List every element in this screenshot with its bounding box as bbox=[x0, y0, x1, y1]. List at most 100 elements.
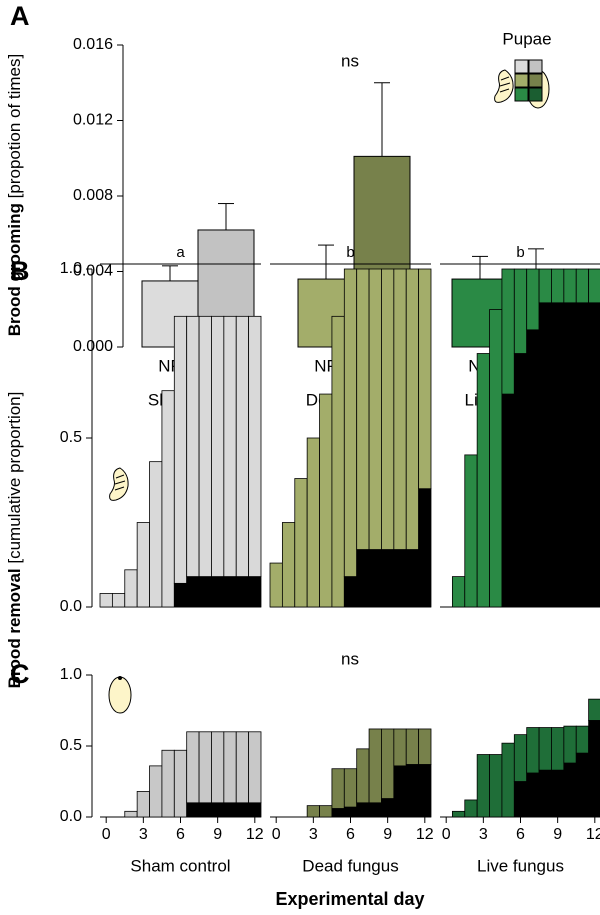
significance-letter: b bbox=[516, 244, 524, 261]
bar-segment bbox=[526, 268, 540, 331]
x-tick-label: 12 bbox=[416, 826, 434, 843]
bar-segment bbox=[281, 522, 296, 608]
bar-segment bbox=[451, 810, 466, 818]
bar-segment bbox=[211, 315, 225, 577]
bar-segment bbox=[248, 576, 262, 608]
bar-segment bbox=[235, 315, 250, 577]
y-tick-label: 0.000 bbox=[73, 338, 113, 355]
bar-segment bbox=[186, 731, 200, 804]
bar-segment bbox=[124, 810, 138, 818]
bar-segment bbox=[393, 765, 407, 818]
bar-segment bbox=[136, 522, 150, 608]
bar-segment bbox=[136, 791, 150, 818]
bar-segment bbox=[319, 805, 333, 818]
bar-segment bbox=[235, 802, 250, 818]
y-tick-label: 0.004 bbox=[73, 263, 113, 280]
bar-segment bbox=[526, 727, 540, 774]
bar-segment bbox=[393, 549, 407, 608]
bar-segment bbox=[294, 478, 308, 608]
bar-segment bbox=[501, 742, 515, 818]
bar-segment bbox=[173, 315, 188, 584]
bar-segment bbox=[588, 268, 600, 304]
significance-letter: a bbox=[176, 244, 185, 261]
group-label: Dead fungus bbox=[302, 856, 398, 875]
bar-segment bbox=[319, 393, 333, 608]
bar-segment bbox=[489, 754, 503, 818]
bar-segment bbox=[405, 268, 420, 550]
bar-segment bbox=[356, 748, 370, 804]
panel-letter: A bbox=[10, 1, 30, 31]
larva-icon bbox=[494, 69, 514, 103]
bar-segment bbox=[343, 576, 358, 608]
bar-segment bbox=[451, 576, 466, 608]
bar-segment bbox=[551, 268, 565, 304]
bar-segment bbox=[331, 315, 345, 608]
bar-segment bbox=[149, 765, 163, 818]
legend-swatch bbox=[514, 87, 529, 102]
bar-segment bbox=[248, 315, 262, 577]
bar-segment bbox=[124, 569, 138, 608]
bar-segment bbox=[149, 461, 163, 608]
bar-segment bbox=[538, 268, 552, 304]
y-axis-title-rest: [cumulative proportion] bbox=[5, 392, 24, 564]
bar-segment bbox=[538, 302, 552, 608]
y-tick-label: 1.0 bbox=[60, 666, 82, 683]
x-tick-label: 9 bbox=[553, 826, 562, 843]
bar-segment bbox=[405, 764, 420, 818]
bar-segment bbox=[331, 768, 345, 809]
bar-segment bbox=[501, 268, 515, 395]
legend-swatch bbox=[514, 59, 529, 74]
legend-swatch bbox=[528, 73, 543, 88]
bar-segment bbox=[198, 731, 212, 804]
bar-segment bbox=[356, 802, 370, 818]
y-tick-label: 0.008 bbox=[73, 187, 113, 204]
bar-segment bbox=[331, 808, 345, 818]
y-axis-title: Brood grooming [propotion of times] bbox=[5, 54, 24, 336]
bar-segment bbox=[381, 798, 395, 818]
bar-segment bbox=[464, 454, 478, 608]
bar-segment bbox=[489, 309, 503, 608]
legend-title: Pupae bbox=[502, 29, 551, 48]
x-tick-label: 9 bbox=[383, 826, 392, 843]
bar-segment bbox=[476, 754, 490, 818]
bar-segment bbox=[575, 725, 590, 754]
bar-segment bbox=[575, 302, 590, 608]
bar-segment bbox=[343, 806, 358, 818]
bar-segment bbox=[393, 728, 407, 767]
bar-segment bbox=[248, 731, 262, 804]
x-tick-label: 6 bbox=[176, 826, 185, 843]
bar-segment bbox=[356, 268, 370, 550]
bar-segment bbox=[476, 353, 490, 608]
y-tick-label: 0.012 bbox=[73, 112, 113, 129]
bar-segment bbox=[223, 802, 237, 818]
y-axis-title: Brood removal [cumulative proportion] bbox=[5, 392, 24, 689]
x-axis-title: Experimental day bbox=[275, 889, 424, 909]
bar-segment bbox=[513, 734, 528, 782]
pupa-icon-dot bbox=[118, 676, 122, 680]
bar-segment bbox=[563, 762, 577, 818]
bar-segment bbox=[269, 562, 283, 608]
panel-letter: B bbox=[10, 256, 30, 286]
y-tick-label: 0.5 bbox=[60, 429, 82, 446]
bar-segment bbox=[538, 727, 552, 771]
x-tick-label: 12 bbox=[246, 826, 264, 843]
y-tick-label: 0.5 bbox=[60, 737, 82, 754]
bar-segment bbox=[563, 302, 577, 608]
bar-segment bbox=[211, 576, 225, 608]
bar-segment bbox=[173, 749, 188, 818]
panel-letter: C bbox=[10, 659, 30, 689]
bar-segment bbox=[343, 268, 358, 577]
bar-segment bbox=[513, 268, 528, 354]
legend-swatch bbox=[528, 59, 543, 74]
bar-segment bbox=[161, 390, 175, 608]
bar-segment bbox=[418, 728, 432, 765]
bar-segment bbox=[368, 268, 382, 550]
x-tick-label: 0 bbox=[102, 826, 111, 843]
x-tick-label: 6 bbox=[346, 826, 355, 843]
legend-swatch bbox=[514, 73, 529, 88]
bar-segment bbox=[186, 576, 200, 608]
bar-segment bbox=[551, 727, 565, 771]
bar-segment bbox=[306, 437, 320, 608]
bar-segment bbox=[393, 268, 407, 550]
